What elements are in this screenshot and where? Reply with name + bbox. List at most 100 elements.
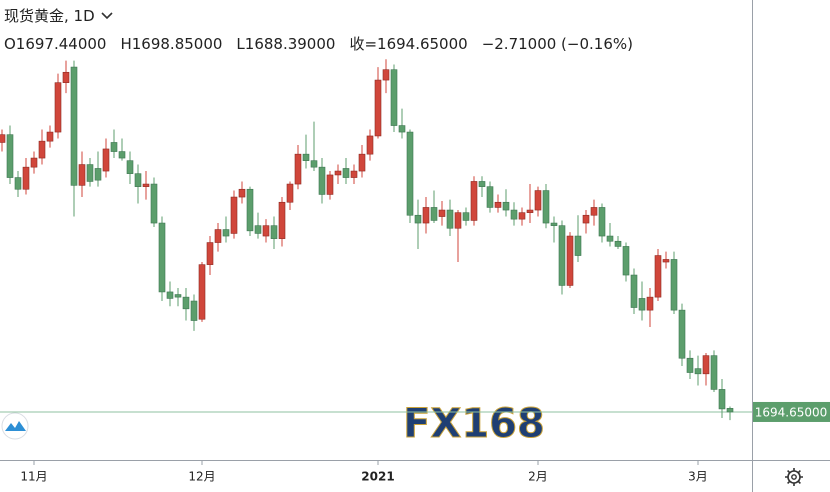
ohlc-value: L1688.39000 — [236, 35, 336, 53]
candle-body — [678, 309, 686, 359]
candle-body — [414, 214, 422, 224]
candle-body — [158, 222, 166, 293]
candle-body — [134, 173, 142, 187]
title: 现货黄金, 1D — [4, 7, 95, 25]
candle-body — [430, 207, 438, 221]
candle-body — [486, 186, 494, 208]
candle-body — [454, 212, 462, 229]
candle-body — [222, 229, 230, 237]
candle-body — [14, 177, 22, 190]
candle-body — [654, 255, 662, 298]
candle-body — [270, 225, 278, 239]
candle-body — [390, 69, 398, 126]
candle-body — [606, 235, 614, 242]
candle-body — [374, 79, 382, 137]
logo-icon — [1, 412, 29, 440]
candle-body — [694, 368, 702, 375]
candle-body — [350, 170, 358, 178]
candle-body — [438, 209, 446, 217]
candle-body — [142, 183, 150, 187]
chevron — [101, 12, 113, 20]
candle-body — [478, 181, 486, 187]
candle-body — [278, 201, 286, 239]
candle-body — [334, 170, 342, 176]
candle-body — [598, 207, 606, 237]
candle-body — [302, 153, 310, 161]
candle-body — [702, 355, 710, 375]
candle-body — [470, 181, 478, 221]
candle-body — [446, 209, 454, 229]
candle-body — [190, 300, 198, 321]
candle-body — [534, 190, 542, 211]
candle-body — [6, 134, 14, 178]
candle-body — [718, 389, 726, 410]
candle-body — [118, 151, 126, 159]
candle-body — [638, 298, 646, 311]
candle-body — [110, 142, 118, 152]
x-tick-label: 2月 — [528, 470, 548, 484]
ohlc-line: O1697.44000 H1698.85000 L1688.39000 收=1694.… — [4, 33, 647, 54]
candle-body — [382, 69, 390, 81]
candle-body — [214, 229, 222, 243]
candle-body — [670, 259, 678, 311]
candle-body — [662, 259, 670, 263]
candle-body — [566, 235, 574, 286]
candle-body — [342, 168, 350, 178]
ohlc-value: −2.71000 (−0.16%) — [481, 35, 633, 53]
ohlc-value: O1697.44000 — [4, 35, 107, 53]
candle-body — [126, 160, 134, 174]
candle-body — [686, 357, 694, 373]
candle-body — [0, 134, 6, 143]
candle-body — [254, 225, 262, 234]
candle-body — [726, 408, 734, 413]
candle-body — [422, 207, 430, 224]
candle-body — [630, 274, 638, 308]
candle-body — [462, 212, 470, 221]
candle-body — [262, 225, 270, 237]
x-tick-label: 12月 — [188, 470, 215, 484]
candle-body — [542, 190, 550, 224]
candle-body — [38, 140, 46, 159]
ohlc-value: 收=1694.65000 — [349, 35, 468, 53]
candle-body — [246, 188, 254, 232]
candle-body — [78, 164, 86, 186]
candle-body — [198, 264, 206, 320]
x-tick-label: 11月 — [20, 470, 47, 484]
candle-body — [30, 157, 38, 168]
candle-body — [326, 174, 334, 195]
candle-body — [406, 131, 414, 216]
candle-body — [550, 222, 558, 226]
candle-body — [294, 153, 302, 185]
candle-body — [150, 183, 158, 224]
candle-body — [238, 188, 246, 198]
candle-body — [206, 242, 214, 265]
candle-body — [286, 183, 294, 203]
candle-body — [102, 148, 110, 172]
candle-body — [358, 153, 366, 172]
settings-gear[interactable] — [785, 468, 803, 486]
candle-body — [622, 246, 630, 276]
x-tick-label: 3月 — [688, 470, 708, 484]
ohlc-value: H1698.85000 — [120, 35, 223, 53]
symbol-title[interactable]: 现货黄金, 1D — [4, 5, 121, 26]
candle-body — [614, 240, 622, 247]
candle-body — [366, 135, 374, 155]
candle-body — [182, 296, 190, 310]
x-tick-label: 2021 — [361, 470, 394, 484]
candle-body — [22, 166, 30, 190]
candle-body — [46, 131, 54, 142]
candle-body — [518, 212, 526, 220]
candle-body — [710, 355, 718, 390]
candle-body — [502, 201, 510, 211]
candle-body — [230, 196, 238, 234]
candle-body — [494, 201, 502, 208]
candle-body — [70, 66, 78, 186]
candle-body — [166, 291, 174, 299]
last-price-label: 1694.65000 — [755, 405, 828, 419]
candle-body — [174, 294, 182, 298]
candle-body — [558, 225, 566, 286]
candle-body — [86, 164, 94, 182]
candle-body — [94, 168, 102, 181]
